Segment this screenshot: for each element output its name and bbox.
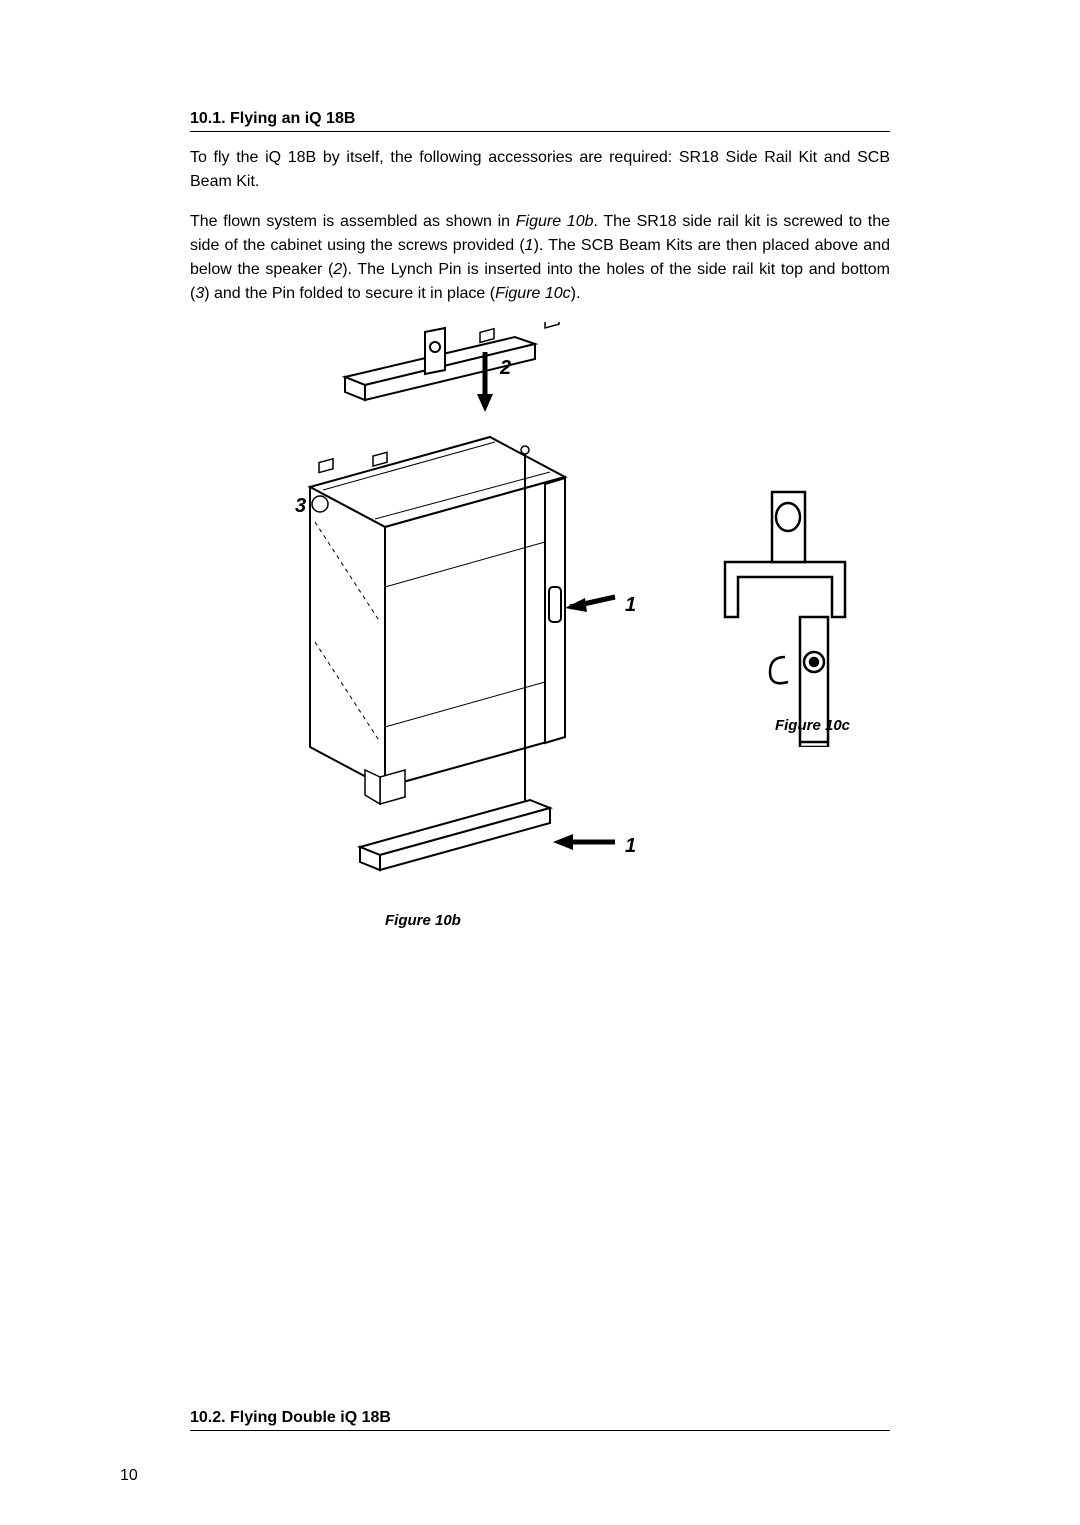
svg-text:3: 3	[295, 495, 306, 517]
text-run: ) and the Pin folded to secure it in pla…	[204, 285, 495, 302]
callout-ref: 2	[333, 261, 342, 278]
figure-ref: Figure 10b	[516, 213, 594, 230]
figure-caption-10c: Figure 10c	[775, 717, 850, 734]
figure-10c-diagram	[710, 477, 860, 747]
callout-ref: 1	[525, 237, 534, 254]
paragraph-1: To fly the iQ 18B by itself, the followi…	[190, 146, 890, 194]
callout-ref: 3	[195, 285, 204, 302]
text-run: The flown system is assembled as shown i…	[190, 213, 516, 230]
figure-10b-diagram: 2 1 1 3	[265, 322, 655, 892]
figure-caption-10b: Figure 10b	[385, 912, 461, 929]
svg-text:1: 1	[625, 594, 636, 616]
paragraph-2: The flown system is assembled as shown i…	[190, 210, 890, 306]
text-run: ).	[571, 285, 581, 302]
section-2: 10.2. Flying Double iQ 18B	[190, 1409, 890, 1445]
page-content: 10.1. Flying an iQ 18B To fly the iQ 18B…	[0, 0, 1080, 1525]
section-heading-1: 10.1. Flying an iQ 18B	[190, 110, 890, 132]
page-number: 10	[120, 1467, 138, 1485]
section-heading-2: 10.2. Flying Double iQ 18B	[190, 1409, 890, 1431]
figure-area: 2 1 1 3 Figure 10b	[190, 322, 890, 962]
svg-text:1: 1	[625, 835, 636, 857]
svg-text:2: 2	[499, 357, 511, 379]
figure-ref: Figure 10c	[495, 285, 571, 302]
